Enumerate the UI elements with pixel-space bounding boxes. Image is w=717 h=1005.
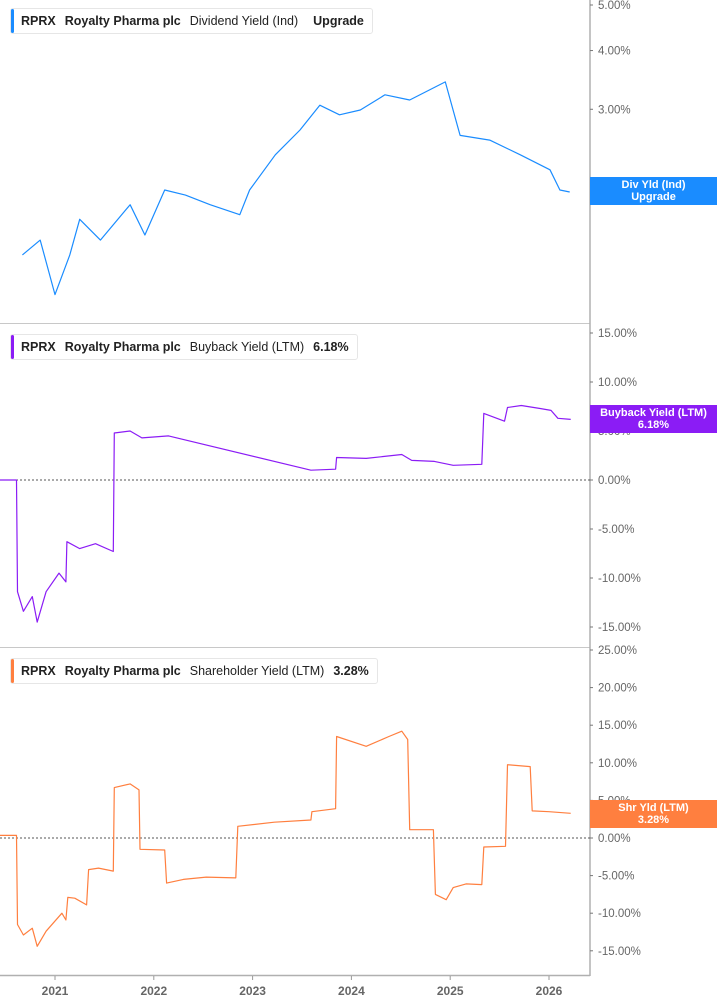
legend-value: 3.28% [333,664,369,678]
series-color-bar [11,659,14,683]
legend-shareholder-yield[interactable]: RPRX Royalty Pharma plc Shareholder Yiel… [10,658,378,684]
x-tick-label: 2022 [140,984,167,998]
y-tick-label: 10.00% [598,758,637,770]
y-tick-label: -5.00% [598,871,634,883]
y-tick-label: -10.00% [598,908,641,920]
series-color-bar [11,9,14,33]
y-tick-label: 4.00% [598,46,631,58]
legend-dividend-yield[interactable]: RPRX Royalty Pharma plc Dividend Yield (… [10,8,373,34]
tag-value: Upgrade [631,191,676,203]
current-value-tag-shareholder: Shr Yld (LTM) 3.28% [590,800,717,828]
x-tick-label: 2021 [42,984,69,998]
tag-label: Div Yld (Ind) [621,179,686,191]
series-color-bar [11,335,14,359]
x-tick-label: 2024 [338,984,365,998]
y-tick-label: 25.00% [598,645,637,657]
y-tick-label: -15.00% [598,946,641,958]
x-tick-label: 2026 [536,984,563,998]
legend-ticker: RPRX [21,14,56,28]
series-line-buyback-yield-ltm- [0,404,571,623]
legend-metric: Shareholder Yield (LTM) [189,664,325,678]
legend-value: 6.18% [313,340,349,354]
tag-label: Shr Yld (LTM) [618,802,689,814]
y-tick-label: -5.00% [598,524,634,536]
series-line-dividend-yield-ind- [22,81,570,296]
y-tick-label: -10.00% [598,573,641,585]
y-tick-label: 0.00% [598,475,631,487]
y-tick-label: 0.00% [598,833,631,845]
y-tick-label: 15.00% [598,328,637,340]
y-tick-label: 3.00% [598,104,631,116]
legend-company: Royalty Pharma plc [64,340,181,354]
current-value-tag-dividend: Div Yld (Ind) Upgrade [590,177,717,205]
legend-buyback-yield[interactable]: RPRX Royalty Pharma plc Buyback Yield (L… [10,334,358,360]
legend-value[interactable]: Upgrade [313,14,364,28]
legend-ticker: RPRX [21,340,56,354]
y-tick-label: 5.00% [598,0,631,12]
current-value-tag-buyback: Buyback Yield (LTM) 6.18% [590,405,717,433]
tag-label: Buyback Yield (LTM) [600,407,707,419]
tag-value: 6.18% [637,419,670,431]
y-tick-label: -15.00% [598,622,641,634]
legend-ticker: RPRX [21,664,56,678]
y-tick-label: 20.00% [598,683,637,695]
series-line-shareholder-yield-ltm- [0,730,571,947]
x-tick-label: 2025 [437,984,464,998]
legend-company: Royalty Pharma plc [64,14,181,28]
legend-metric: Dividend Yield (Ind) [189,14,299,28]
legend-metric: Buyback Yield (LTM) [189,340,305,354]
legend-company: Royalty Pharma plc [64,664,181,678]
x-tick-label: 2023 [239,984,266,998]
y-tick-label: 15.00% [598,720,637,732]
tag-value: 3.28% [637,814,670,826]
y-tick-label: 10.00% [598,377,637,389]
